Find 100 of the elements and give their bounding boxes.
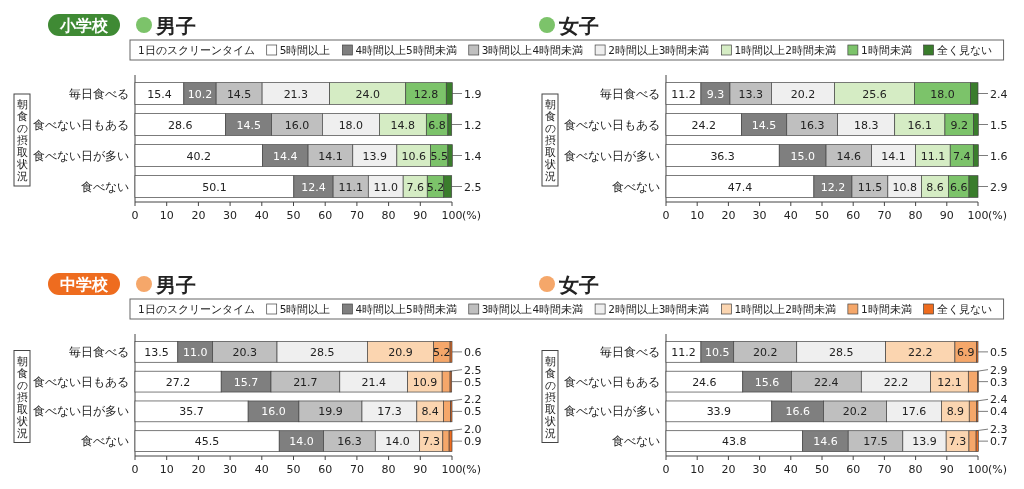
x-tick-label: 80 (381, 463, 396, 476)
data-label: 40.2 (186, 149, 211, 163)
data-label: 17.6 (901, 405, 927, 419)
legend-label: 全く見ない (936, 44, 992, 56)
data-label: 14.8 (390, 118, 416, 132)
data-label: 7.6 (406, 180, 424, 194)
data-label: 45.5 (194, 435, 220, 449)
x-tick-label: 100 (441, 209, 463, 222)
legend-label: 1時間以上2時間未満 (734, 44, 836, 56)
data-label: 5.2 (433, 345, 451, 359)
y-axis-title: 朝食の摂取状況 (15, 354, 28, 439)
data-label: 28.6 (168, 118, 193, 132)
x-tick-label: 10 (690, 209, 705, 222)
x-tick-label: 60 (318, 209, 333, 222)
data-label: 20.3 (232, 345, 258, 359)
legend-label: 5時間以上 (279, 303, 331, 315)
data-label: 15.4 (147, 87, 172, 101)
chart-title: 女子 (558, 273, 599, 297)
legend-title: 1日のスクリーンタイム (138, 44, 255, 56)
y-tick-label: 食べない日もある (33, 374, 129, 389)
x-tick-label: 40 (254, 209, 269, 222)
x-axis-title: (%) (462, 209, 482, 222)
x-tick-label: 20 (191, 463, 206, 476)
x-tick-label: 0 (662, 463, 670, 476)
data-label: 0.5 (990, 345, 1008, 359)
data-label: 14.4 (273, 149, 298, 163)
chart-subtitle: 小学校 (59, 16, 109, 35)
x-tick-label: 20 (721, 463, 736, 476)
data-label: 17.5 (863, 435, 888, 449)
data-label: 14.6 (813, 435, 838, 449)
data-label: 1.2 (464, 118, 482, 132)
y-tick-label: 毎日食べる (600, 344, 660, 359)
data-label: 0.7 (990, 435, 1008, 449)
data-label: 2.5 (464, 363, 482, 377)
chart-title: 女子 (558, 14, 599, 38)
data-label: 7.4 (953, 149, 971, 163)
x-tick-label: 50 (286, 209, 301, 222)
data-label: 0.3 (990, 375, 1008, 389)
data-label: 19.9 (318, 405, 343, 419)
data-label: 0.9 (464, 435, 482, 449)
legend-label: 1時間未満 (860, 44, 912, 56)
data-label: 16.3 (799, 118, 825, 132)
data-label: 0.5 (464, 405, 482, 419)
x-tick-label: 80 (908, 209, 923, 222)
x-tick-label: 60 (846, 463, 861, 476)
data-label: 43.8 (722, 435, 747, 449)
y-tick-label: 食べない (612, 179, 660, 194)
data-label: 18.0 (338, 118, 364, 132)
data-label: 13.9 (912, 435, 937, 449)
data-label: 22.2 (908, 345, 933, 359)
data-label: 11.2 (671, 345, 696, 359)
x-axis-title: (%) (988, 209, 1008, 222)
chart-title: 男子 (155, 273, 196, 297)
data-label: 12.2 (820, 180, 846, 194)
data-label: 15.6 (754, 375, 780, 389)
y-tick-label: 毎日食べる (69, 86, 129, 101)
y-axis-title: 朝食の摂取状況 (15, 98, 28, 182)
data-label: 14.5 (236, 118, 261, 132)
x-tick-label: 50 (815, 209, 829, 222)
y-tick-label: 食べない (612, 434, 660, 449)
data-label: 14.0 (289, 435, 314, 449)
data-label: 24.0 (355, 87, 380, 101)
data-label: 21.7 (293, 375, 318, 389)
data-label: 6.6 (949, 180, 968, 194)
data-label: 2.2 (464, 393, 482, 407)
x-tick-label: 40 (783, 463, 798, 476)
x-tick-label: 60 (846, 209, 861, 222)
data-label: 47.4 (727, 180, 753, 194)
x-tick-label: 0 (662, 209, 670, 222)
data-label: 15.0 (790, 149, 815, 163)
data-label: 0.4 (990, 405, 1008, 419)
legend-label: 全く見ない (936, 303, 992, 315)
y-tick-label: 食べない日もある (564, 374, 660, 389)
data-label: 28.5 (828, 345, 854, 359)
y-axis-title: 朝食の摂取状況 (543, 98, 556, 182)
data-label: 1.4 (464, 149, 482, 163)
data-label: 20.2 (790, 87, 816, 101)
y-tick-label: 食べない (81, 179, 129, 194)
x-tick-label: 70 (349, 209, 364, 222)
data-label: 8.4 (421, 405, 439, 419)
data-label: 7.3 (422, 435, 440, 449)
chart-subtitle: 中学校 (60, 275, 109, 294)
x-tick-label: 100 (441, 463, 463, 476)
x-tick-label: 90 (939, 463, 954, 476)
data-label: 13.5 (144, 345, 169, 359)
y-tick-label: 食べない日もある (33, 117, 129, 132)
chart-title: 男子 (155, 14, 196, 38)
data-label: 33.9 (706, 405, 732, 419)
data-label: 11.1 (338, 180, 363, 194)
data-label: 14.1 (318, 149, 343, 163)
x-tick-label: 10 (159, 463, 174, 476)
data-label: 1.6 (990, 149, 1008, 163)
legend-label: 5時間以上 (279, 44, 331, 56)
data-label: 12.8 (413, 87, 439, 101)
x-tick-label: 10 (690, 463, 705, 476)
data-label: 11.0 (373, 180, 398, 194)
x-tick-label: 30 (223, 209, 238, 222)
x-tick-label: 20 (721, 209, 736, 222)
legend-label: 2時間以上3時間未満 (608, 44, 710, 56)
data-label: 2.0 (464, 423, 482, 437)
